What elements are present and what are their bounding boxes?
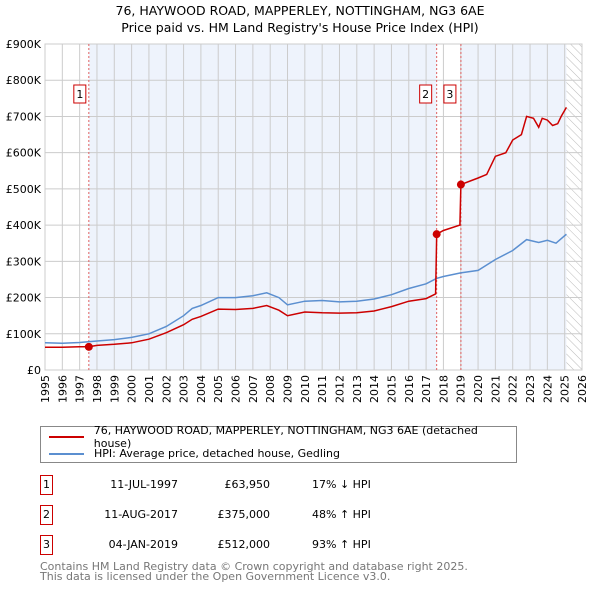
- sale-hpi: 48% ↑ HPI: [312, 508, 371, 521]
- legend-item-property: 76, HAYWOOD ROAD, MAPPERLEY, NOTTINGHAM,…: [49, 424, 516, 450]
- price-chart: 1995 1996 1997 1998 1999 2000 2001 2002 2003 2004…: [6, 38, 589, 403]
- shaded-period: [460, 44, 567, 370]
- chart-title: 76, HAYWOOD ROAD, MAPPERLEY, NOTTINGHAM,…: [0, 2, 600, 36]
- y-tick-label: £200K: [6, 292, 42, 305]
- x-tick-label: 2024: [541, 375, 554, 403]
- x-tick-label: 2010: [299, 375, 312, 403]
- sale-date: 11-JUL-1997: [110, 478, 178, 491]
- x-tick-label: 2020: [472, 375, 485, 403]
- x-tick-label: 1999: [108, 375, 121, 403]
- attribution-line: Contains HM Land Registry data © Crown c…: [40, 560, 468, 573]
- x-tick-label: 2001: [143, 375, 156, 403]
- y-tick-label: £100K: [6, 328, 42, 341]
- sale-row: 1 11-JUL-1997 £63,950 17% ↓ HPI: [40, 475, 440, 495]
- sale-hpi: 93% ↑ HPI: [312, 538, 371, 551]
- y-tick-label: £800K: [6, 74, 42, 87]
- x-tick-label: 2023: [524, 375, 537, 403]
- y-tick-label: £300K: [6, 255, 42, 268]
- forecast-hatch: [566, 44, 582, 370]
- x-tick-label: 1995: [39, 375, 52, 403]
- y-tick-label: £700K: [6, 110, 42, 123]
- x-tick-label: 2025: [559, 375, 572, 403]
- sale-price: £512,000: [217, 538, 271, 551]
- x-tick-label: 1998: [91, 375, 104, 403]
- x-tick-label: 2005: [212, 375, 225, 403]
- sale-label: 3: [446, 88, 453, 101]
- sale-marker: 1: [40, 475, 53, 495]
- x-tick-label: 2021: [489, 375, 502, 403]
- x-tick-label: 2014: [368, 375, 381, 403]
- subtitle: Price paid vs. HM Land Registry's House …: [121, 20, 479, 35]
- x-tick-label: 2022: [507, 375, 520, 403]
- sale-label-box: [443, 84, 457, 104]
- x-tick-label: 2008: [264, 375, 277, 403]
- legend-swatch: [49, 435, 84, 438]
- hpi-line: [44, 233, 567, 344]
- x-tick-label: 2000: [126, 375, 139, 403]
- shaded-period: [88, 44, 437, 370]
- x-tick-label: 2017: [420, 375, 433, 403]
- sale-point: [456, 180, 465, 189]
- attribution: Contains HM Land Registry data © Crown c…: [40, 560, 468, 583]
- y-tick-label: £600K: [6, 147, 42, 160]
- x-tick-label: 2002: [160, 375, 173, 403]
- legend: 76, HAYWOOD ROAD, MAPPERLEY, NOTTINGHAM,…: [40, 424, 517, 463]
- legend-label: 76, HAYWOOD ROAD, MAPPERLEY, NOTTINGHAM,…: [93, 423, 478, 450]
- title: 76, HAYWOOD ROAD, MAPPERLEY, NOTTINGHAM,…: [115, 3, 485, 18]
- sale-point: [432, 230, 441, 239]
- sale-label: 2: [422, 88, 429, 101]
- x-tick-label: 2018: [437, 375, 450, 403]
- x-tick-label: 2009: [282, 375, 295, 403]
- sale-date: 04-JAN-2019: [108, 538, 178, 551]
- x-tick-label: 1997: [74, 375, 87, 403]
- sale-row: 3 04-JAN-2019 £512,000 93% ↑ HPI: [40, 535, 440, 555]
- x-tick-label: 2012: [333, 375, 346, 403]
- sale-date: 11-AUG-2017: [104, 508, 178, 521]
- sale-row: 2 11-AUG-2017 £375,000 48% ↑ HPI: [40, 505, 440, 525]
- legend-label: HPI: Average price, detached house, Gedl…: [94, 447, 340, 460]
- sale-marker: 3: [40, 535, 53, 555]
- x-tick-label: 2004: [195, 375, 208, 403]
- y-tick-label: £400K: [6, 219, 42, 232]
- x-tick-label: 2003: [178, 375, 191, 403]
- property-price-line: [45, 107, 568, 348]
- x-tick-label: 2006: [230, 375, 243, 403]
- legend-swatch: [49, 452, 84, 455]
- sale-label: 1: [76, 88, 83, 101]
- sale-price: £375,000: [217, 508, 271, 521]
- attribution-line: This data is licensed under the Open Gov…: [40, 570, 391, 583]
- sale-label-box: [419, 84, 433, 104]
- x-tick-label: 2019: [455, 375, 468, 403]
- x-tick-label: 2011: [316, 375, 329, 403]
- plot-frame: [44, 43, 583, 371]
- x-tick-label: 2026: [576, 375, 589, 403]
- sale-marker: 2: [40, 505, 53, 525]
- sale-price: £63,950: [224, 478, 271, 491]
- sale-label-box: [73, 84, 87, 104]
- x-tick-label: 1996: [56, 375, 69, 403]
- x-tick-label: 2013: [351, 375, 364, 403]
- x-tick-label: 2015: [385, 375, 398, 403]
- y-tick-label: £0: [27, 364, 41, 377]
- legend-item-hpi: HPI: Average price, detached house, Gedl…: [49, 446, 340, 461]
- sale-point: [84, 342, 93, 351]
- x-tick-label: 2016: [403, 375, 416, 403]
- y-tick-label: £500K: [6, 183, 42, 196]
- y-tick-label: £900K: [6, 38, 42, 51]
- sale-hpi: 17% ↓ HPI: [312, 478, 371, 491]
- x-tick-label: 2007: [247, 375, 260, 403]
